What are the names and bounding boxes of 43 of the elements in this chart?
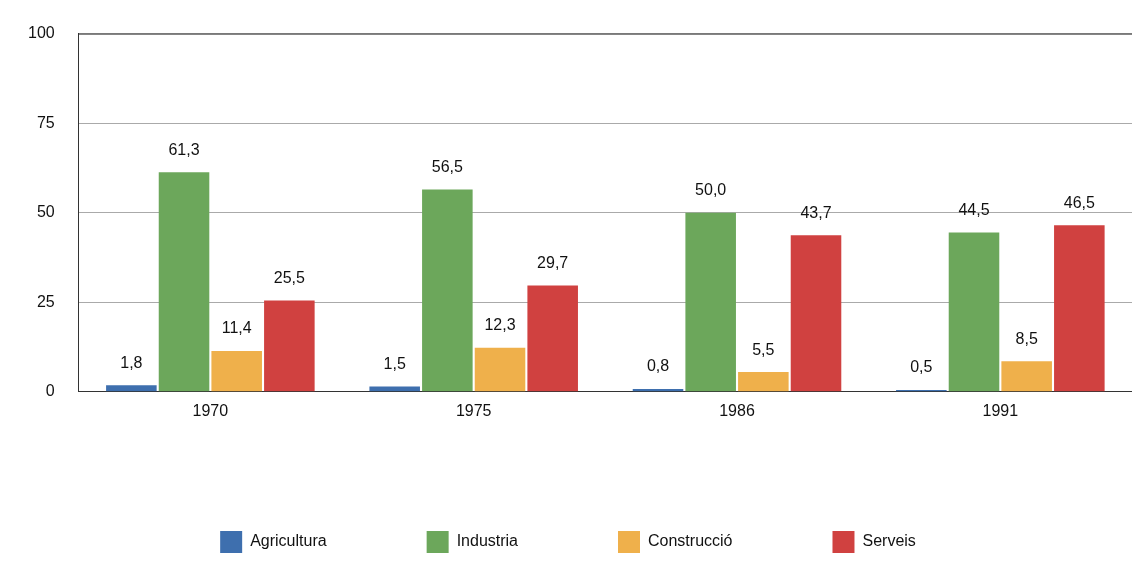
data-label: 46,5 bbox=[1063, 193, 1096, 211]
bar bbox=[790, 235, 842, 392]
data-label: 29,7 bbox=[537, 253, 569, 271]
data-label: 12,3 bbox=[484, 316, 516, 334]
data-label: 0,8 bbox=[646, 357, 670, 375]
bar bbox=[948, 232, 1000, 392]
bar bbox=[685, 212, 736, 392]
data-label: 11,4 bbox=[221, 319, 252, 337]
bar bbox=[527, 285, 578, 392]
bar bbox=[1001, 361, 1052, 392]
y-tick-label: 100 bbox=[27, 24, 55, 42]
x-tick-label: 1991 bbox=[982, 401, 1019, 419]
data-label: 44,5 bbox=[958, 200, 990, 218]
bar bbox=[1054, 225, 1105, 392]
bar bbox=[211, 350, 262, 392]
legend-label: Agricultura bbox=[250, 532, 327, 550]
y-tick-label: 25 bbox=[36, 292, 55, 310]
bar bbox=[474, 347, 526, 392]
x-tick-label: 1986 bbox=[719, 401, 755, 419]
bar bbox=[106, 385, 157, 392]
x-tick-label: 1970 bbox=[192, 401, 229, 419]
data-label: 61,3 bbox=[168, 140, 200, 158]
y-tick-label: 0 bbox=[45, 382, 55, 400]
legend-label: Construcció bbox=[648, 532, 733, 550]
bar bbox=[369, 386, 420, 392]
data-label: 25,5 bbox=[273, 268, 306, 286]
bar bbox=[738, 372, 789, 392]
data-label: 1,5 bbox=[383, 354, 406, 372]
y-tick-label: 50 bbox=[36, 203, 55, 221]
data-label: 43,7 bbox=[800, 203, 832, 221]
data-label: 50,0 bbox=[695, 181, 727, 199]
x-tick-label: 1975 bbox=[455, 401, 492, 419]
bar bbox=[422, 189, 473, 392]
data-label: 5,5 bbox=[752, 340, 775, 358]
legend-label: Industria bbox=[456, 532, 519, 550]
bar bbox=[158, 172, 210, 392]
y-tick-label: 75 bbox=[36, 113, 55, 131]
data-label: 1,8 bbox=[120, 353, 143, 371]
data-label: 56,5 bbox=[431, 157, 464, 175]
data-label: 8,5 bbox=[1015, 329, 1038, 347]
legend-label: Serveis bbox=[862, 532, 916, 550]
data-label: 0,5 bbox=[910, 358, 933, 376]
bar bbox=[264, 300, 315, 392]
